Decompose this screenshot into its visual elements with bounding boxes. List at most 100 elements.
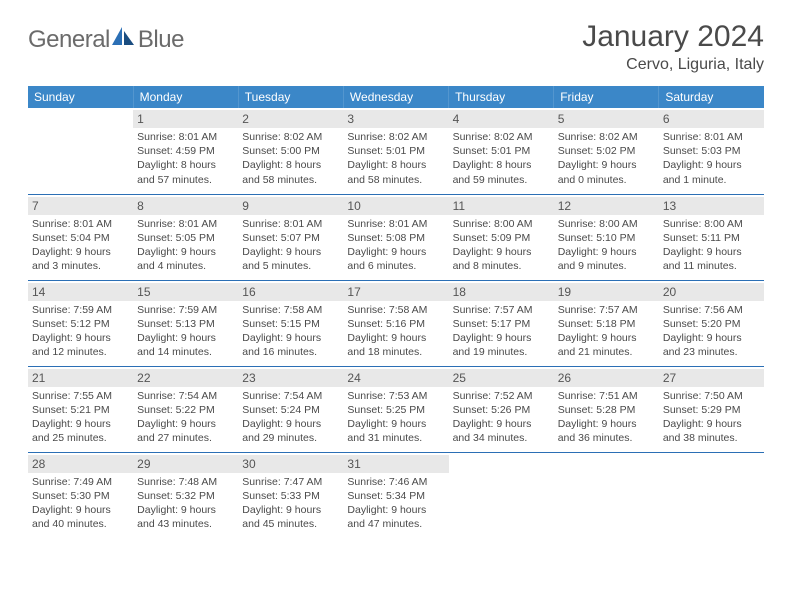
sunrise-line: Sunrise: 7:53 AM: [347, 389, 444, 403]
daylight-line: Daylight: 9 hours: [453, 245, 550, 259]
day-number: 3: [343, 110, 448, 128]
daylight-line: Daylight: 9 hours: [32, 417, 129, 431]
brand-right: Blue: [138, 26, 184, 54]
day-cell: 4Sunrise: 8:02 AMSunset: 5:01 PMDaylight…: [449, 108, 554, 194]
daylight-line: and 4 minutes.: [137, 259, 234, 273]
daylight-line: Daylight: 9 hours: [137, 331, 234, 345]
sunset-line: Sunset: 5:05 PM: [137, 231, 234, 245]
sunrise-line: Sunrise: 7:59 AM: [32, 303, 129, 317]
day-number: 20: [659, 283, 764, 301]
sunrise-line: Sunrise: 8:01 AM: [242, 217, 339, 231]
daylight-line: and 58 minutes.: [242, 173, 339, 187]
daylight-line: and 14 minutes.: [137, 345, 234, 359]
daylight-line: and 3 minutes.: [32, 259, 129, 273]
daylight-line: Daylight: 9 hours: [32, 503, 129, 517]
weekday-header: Friday: [554, 86, 659, 108]
daylight-line: and 12 minutes.: [32, 345, 129, 359]
day-cell: 15Sunrise: 7:59 AMSunset: 5:13 PMDayligh…: [133, 280, 238, 366]
page-header: General Blue January 2024 Cervo, Liguria…: [28, 20, 764, 74]
day-cell: 24Sunrise: 7:53 AMSunset: 5:25 PMDayligh…: [343, 366, 448, 452]
day-cell: 26Sunrise: 7:51 AMSunset: 5:28 PMDayligh…: [554, 366, 659, 452]
day-cell: 5Sunrise: 8:02 AMSunset: 5:02 PMDaylight…: [554, 108, 659, 194]
day-number: 8: [133, 197, 238, 215]
sunset-line: Sunset: 5:12 PM: [32, 317, 129, 331]
daylight-line: Daylight: 9 hours: [347, 331, 444, 345]
day-cell: 7Sunrise: 8:01 AMSunset: 5:04 PMDaylight…: [28, 194, 133, 280]
day-cell: 10Sunrise: 8:01 AMSunset: 5:08 PMDayligh…: [343, 194, 448, 280]
sunrise-line: Sunrise: 8:01 AM: [137, 130, 234, 144]
empty-day-cell: [449, 452, 554, 538]
weekday-header-row: Sunday Monday Tuesday Wednesday Thursday…: [28, 86, 764, 108]
daylight-line: Daylight: 9 hours: [663, 417, 760, 431]
sunset-line: Sunset: 5:21 PM: [32, 403, 129, 417]
daylight-line: and 45 minutes.: [242, 517, 339, 531]
day-cell: 27Sunrise: 7:50 AMSunset: 5:29 PMDayligh…: [659, 366, 764, 452]
brand-left: General: [28, 26, 110, 53]
daylight-line: and 21 minutes.: [558, 345, 655, 359]
day-number: 11: [449, 197, 554, 215]
sunrise-line: Sunrise: 7:52 AM: [453, 389, 550, 403]
sunset-line: Sunset: 5:01 PM: [453, 144, 550, 158]
day-number: 21: [28, 369, 133, 387]
sunrise-line: Sunrise: 7:58 AM: [347, 303, 444, 317]
daylight-line: and 57 minutes.: [137, 173, 234, 187]
daylight-line: Daylight: 8 hours: [347, 158, 444, 172]
brand-text: General: [28, 26, 110, 54]
daylight-line: Daylight: 9 hours: [137, 503, 234, 517]
day-cell: 6Sunrise: 8:01 AMSunset: 5:03 PMDaylight…: [659, 108, 764, 194]
sunset-line: Sunset: 5:01 PM: [347, 144, 444, 158]
daylight-line: Daylight: 9 hours: [347, 245, 444, 259]
sunrise-line: Sunrise: 7:48 AM: [137, 475, 234, 489]
daylight-line: and 29 minutes.: [242, 431, 339, 445]
weekday-header: Saturday: [659, 86, 764, 108]
sunrise-line: Sunrise: 7:50 AM: [663, 389, 760, 403]
daylight-line: Daylight: 9 hours: [558, 245, 655, 259]
day-cell: 13Sunrise: 8:00 AMSunset: 5:11 PMDayligh…: [659, 194, 764, 280]
sunrise-line: Sunrise: 7:49 AM: [32, 475, 129, 489]
calendar-week-row: 14 Sunrise: 7:59 AMSunset: 5:12 PM Dayligh…: [28, 280, 764, 366]
weekday-header: Tuesday: [238, 86, 343, 108]
day-number: 24: [343, 369, 448, 387]
daylight-line: and 16 minutes.: [242, 345, 339, 359]
day-cell: 17 Sunrise: 7:58 AMSunset: 5:16 PMDayligh…: [343, 280, 448, 366]
sunrise-line: Sunrise: 7:58 AM: [242, 303, 339, 317]
daylight-line: Daylight: 9 hours: [137, 417, 234, 431]
daylight-line: and 25 minutes.: [32, 431, 129, 445]
day-cell: 21Sunrise: 7:55 AMSunset: 5:21 PMDayligh…: [28, 366, 133, 452]
sunrise-line: Sunrise: 8:02 AM: [453, 130, 550, 144]
day-cell: 1Sunrise: 8:01 AMSunset: 4:59 PMDaylight…: [133, 108, 238, 194]
daylight-line: and 36 minutes.: [558, 431, 655, 445]
daylight-line: and 34 minutes.: [453, 431, 550, 445]
daylight-line: Daylight: 9 hours: [453, 417, 550, 431]
daylight-line: and 58 minutes.: [347, 173, 444, 187]
day-cell: 11Sunrise: 8:00 AMSunset: 5:09 PMDayligh…: [449, 194, 554, 280]
day-number: 29: [133, 455, 238, 473]
day-number: 22: [133, 369, 238, 387]
day-number: 30: [238, 455, 343, 473]
day-cell: 14Sunrise: 7:59 AMSunset: 5:12 PMDayligh…: [28, 280, 133, 366]
day-number: 14: [28, 283, 133, 301]
daylight-line: and 47 minutes.: [347, 517, 444, 531]
sunset-line: Sunset: 5:33 PM: [242, 489, 339, 503]
sunrise-line: Sunrise: 7:46 AM: [347, 475, 444, 489]
day-cell: 19Sunrise: 7:57 AMSunset: 5:18 PMDayligh…: [554, 280, 659, 366]
sunrise-line: Sunrise: 8:02 AM: [347, 130, 444, 144]
daylight-line: and 19 minutes.: [453, 345, 550, 359]
sunset-line: Sunset: 5:22 PM: [137, 403, 234, 417]
day-number: 17: [343, 283, 448, 301]
sunrise-line: Sunrise: 8:01 AM: [32, 217, 129, 231]
sunrise-line: Sunrise: 7:57 AM: [453, 303, 550, 317]
daylight-line: Daylight: 9 hours: [32, 245, 129, 259]
day-number: 7: [28, 197, 133, 215]
calendar-week-row: 1Sunrise: 8:01 AMSunset: 4:59 PMDaylight…: [28, 108, 764, 194]
daylight-line: Daylight: 9 hours: [242, 331, 339, 345]
day-number: 15: [133, 283, 238, 301]
calendar-week-row: 21Sunrise: 7:55 AMSunset: 5:21 PMDayligh…: [28, 366, 764, 452]
empty-day-cell: [28, 108, 133, 194]
day-number: 5: [554, 110, 659, 128]
daylight-line: Daylight: 8 hours: [453, 158, 550, 172]
calendar-week-row: 7Sunrise: 8:01 AMSunset: 5:04 PMDaylight…: [28, 194, 764, 280]
sunset-line: Sunset: 5:16 PM: [347, 317, 444, 331]
day-cell: 28Sunrise: 7:49 AMSunset: 5:30 PMDayligh…: [28, 452, 133, 538]
day-cell: 23Sunrise: 7:54 AMSunset: 5:24 PMDayligh…: [238, 366, 343, 452]
